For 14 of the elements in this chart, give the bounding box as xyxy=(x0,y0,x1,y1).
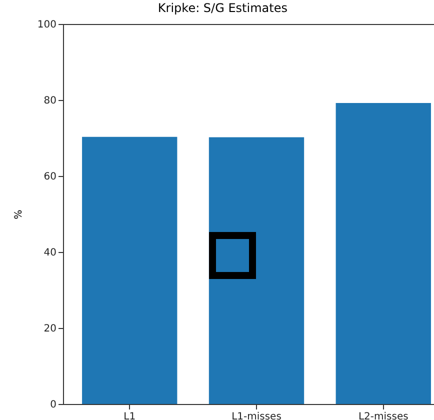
y-tick-label: 40 xyxy=(44,248,56,258)
x-tick-label: L2-misses xyxy=(358,412,408,420)
bar xyxy=(208,137,304,404)
x-tick-label: L1 xyxy=(124,412,136,420)
y-tick-label: 100 xyxy=(37,20,56,30)
bar xyxy=(336,103,431,404)
chart-title: Kripke: S/G Estimates xyxy=(158,1,288,15)
x-tick-label: L1-misses xyxy=(232,412,282,420)
y-tick-label: 20 xyxy=(44,324,56,334)
y-tick-label: 0 xyxy=(50,400,56,410)
y-tick-label: 60 xyxy=(44,172,56,182)
y-axis-title: % xyxy=(13,210,24,220)
bar xyxy=(82,136,178,404)
y-tick-label: 80 xyxy=(44,96,56,106)
